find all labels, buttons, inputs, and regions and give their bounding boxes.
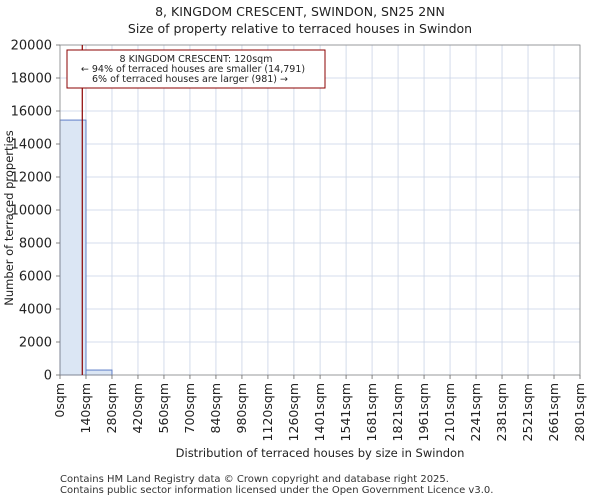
annotation-rect: [66, 49, 326, 89]
x-tick-label: 1821sqm: [390, 383, 405, 441]
x-tick-label: 2801sqm: [572, 383, 587, 441]
bar-layer: [59, 119, 113, 376]
y-tick-label: 0: [44, 369, 52, 384]
chart-title: 8, KINGDOM CRESCENT, SWINDON, SN25 2NN: [155, 4, 445, 19]
y-tick-label: 16000: [11, 105, 52, 120]
annotation-box: 8 KINGDOM CRESCENT: 120sqm ← 94% of terr…: [66, 49, 326, 89]
x-axis-ticks: 0sqm 140sqm 280sqm 420sqm 560sqm 700sqm 840sqm…: [52, 375, 587, 441]
x-tick-label: 0sqm: [52, 383, 67, 418]
x-tick-label: 280sqm: [104, 383, 119, 433]
x-axis-label: Distribution of terraced houses by size …: [176, 446, 465, 460]
x-tick-label: 2661sqm: [546, 383, 561, 441]
y-tick-label: 8000: [19, 237, 52, 252]
x-tick-label: 560sqm: [156, 383, 171, 433]
x-tick-label: 2101sqm: [442, 383, 457, 441]
x-tick-label: 1120sqm: [260, 383, 275, 441]
annotation-line-3: 6% of terraced houses are larger (981) →: [92, 74, 288, 85]
annotation-line-1: 8 KINGDOM CRESCENT: 120sqm: [120, 54, 273, 65]
x-tick-label: 1681sqm: [364, 383, 379, 441]
y-axis-ticks: 0 2000 4000 6000 8000 10000 12000 14000 16000 180…: [11, 39, 60, 384]
y-axis-label: Number of terraced properties: [2, 130, 16, 306]
x-tick-label: 980sqm: [234, 383, 249, 433]
chart-subtitle: Size of property relative to terraced ho…: [127, 21, 473, 36]
y-tick-label: 10000: [11, 204, 52, 219]
x-tick-label: 1401sqm: [312, 383, 327, 441]
y-tick-label: 14000: [11, 138, 52, 153]
y-tick-label: 18000: [11, 72, 52, 87]
histogram-bar: [59, 119, 87, 376]
x-tick-label: 1961sqm: [416, 383, 431, 441]
footer-copyright: Contains HM Land Registry data © Crown c…: [60, 474, 449, 485]
x-tick-label: 2521sqm: [520, 383, 535, 441]
y-tick-label: 20000: [11, 39, 52, 54]
y-tick-label: 6000: [19, 270, 52, 285]
histogram-bar: [85, 369, 113, 376]
x-tick-label: 700sqm: [182, 383, 197, 433]
y-tick-label: 4000: [19, 303, 52, 318]
y-tick-label: 2000: [19, 336, 52, 351]
x-tick-label: 1260sqm: [286, 383, 301, 441]
x-tick-label: 840sqm: [208, 383, 223, 433]
x-tick-label: 1541sqm: [338, 383, 353, 441]
footer-licence: Contains public sector information licen…: [60, 485, 494, 496]
y-tick-label: 12000: [11, 171, 52, 186]
annotation-line-2: ← 94% of terraced houses are smaller (14…: [81, 64, 305, 75]
grid-layer: [59, 44, 581, 376]
histogram-chart: 0 2000 4000 6000 8000 10000 12000 14000 16000 180…: [2, 39, 587, 461]
x-tick-label: 2381sqm: [494, 383, 509, 441]
x-tick-label: 140sqm: [78, 383, 93, 433]
x-tick-label: 420sqm: [130, 383, 145, 433]
x-tick-label: 2241sqm: [468, 383, 483, 441]
